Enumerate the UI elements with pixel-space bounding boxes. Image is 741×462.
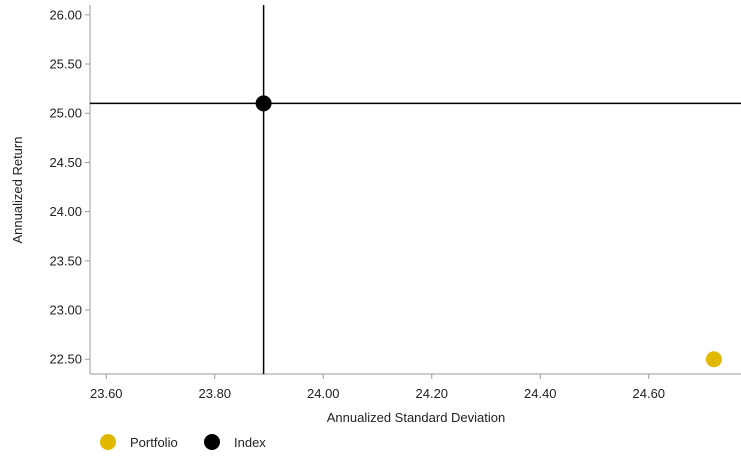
legend-marker-portfolio [100, 434, 116, 450]
x-tick-label: 24.20 [416, 386, 449, 401]
points-layer [255, 95, 722, 368]
y-tick-label: 24.00 [49, 204, 82, 219]
x-tick-label: 24.40 [524, 386, 557, 401]
x-tick-label: 24.00 [307, 386, 340, 401]
point-index[interactable] [255, 95, 272, 112]
legend: Portfolio Index [100, 434, 266, 450]
axes-layer: 22.50 23.00 23.50 24.00 24.50 25.00 25.50 26.00… [49, 5, 741, 401]
y-tick-label: 23.00 [49, 303, 82, 318]
x-tick-label: 23.60 [90, 386, 123, 401]
y-tick-label: 23.50 [49, 253, 82, 268]
crosshair-layer [90, 5, 741, 374]
legend-label-portfolio: Portfolio [130, 435, 178, 450]
legend-marker-index [204, 434, 220, 450]
y-tick-label: 26.00 [49, 7, 82, 22]
y-axis-title: Annualized Return [10, 137, 25, 244]
x-axis-title: Annualized Standard Deviation [327, 410, 506, 425]
x-tick-label: 23.80 [199, 386, 232, 401]
y-tick-label: 22.50 [49, 352, 82, 367]
point-portfolio[interactable] [705, 351, 722, 368]
y-tick-label: 25.50 [49, 57, 82, 72]
y-tick-label: 25.00 [49, 106, 82, 121]
legend-label-index: Index [234, 435, 266, 450]
y-tick-label: 24.50 [49, 155, 82, 170]
x-tick-label: 24.60 [633, 386, 666, 401]
